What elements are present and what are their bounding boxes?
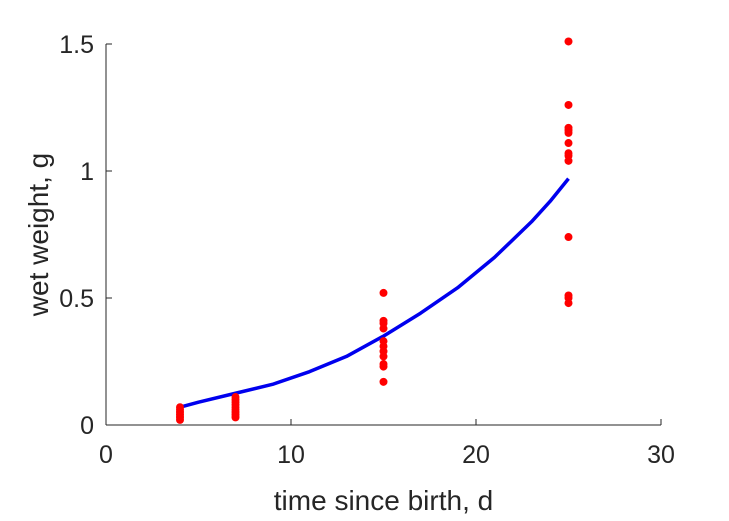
data-point bbox=[379, 288, 388, 297]
data-point bbox=[231, 393, 240, 402]
x-tick-label: 10 bbox=[277, 441, 305, 469]
y-tick-label: 0.5 bbox=[59, 285, 94, 313]
y-tick-label: 0 bbox=[80, 412, 94, 440]
data-point bbox=[564, 139, 573, 148]
data-point bbox=[564, 233, 573, 242]
y-ticks: 0 0.5 1 1.5 bbox=[59, 31, 112, 440]
data-point bbox=[564, 100, 573, 109]
x-tick-label: 20 bbox=[462, 441, 490, 469]
data-point bbox=[564, 37, 573, 46]
x-tick-label: 0 bbox=[99, 441, 113, 469]
data-point bbox=[379, 360, 388, 369]
data-point bbox=[379, 316, 388, 325]
x-ticks: 0 10 20 30 bbox=[99, 419, 675, 469]
x-axis-title: time since birth, d bbox=[274, 485, 493, 516]
data-point bbox=[379, 377, 388, 386]
axes bbox=[105, 44, 661, 426]
data-point bbox=[564, 149, 573, 158]
fit-curve-line bbox=[179, 177, 570, 409]
data-point bbox=[379, 337, 388, 346]
plot-area bbox=[176, 37, 573, 424]
y-axis-title: wet weight, g bbox=[23, 153, 54, 317]
data-point bbox=[176, 403, 184, 412]
x-tick-label: 30 bbox=[647, 441, 675, 469]
data-point bbox=[564, 291, 573, 300]
data-point bbox=[564, 123, 573, 132]
y-tick-label: 1.5 bbox=[59, 31, 94, 59]
y-tick-label: 1 bbox=[80, 158, 94, 186]
